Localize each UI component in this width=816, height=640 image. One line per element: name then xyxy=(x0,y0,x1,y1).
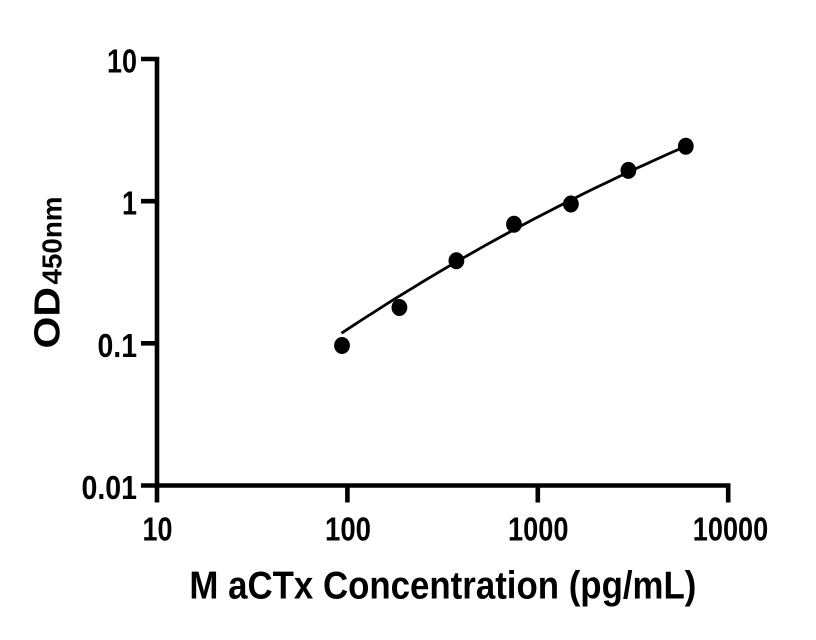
svg-text:OD: OD xyxy=(27,287,68,349)
svg-text:0.1: 0.1 xyxy=(98,327,138,364)
svg-text:0.01: 0.01 xyxy=(82,469,138,506)
svg-text:450nm: 450nm xyxy=(37,197,68,285)
svg-text:10: 10 xyxy=(107,43,137,80)
svg-text:1000: 1000 xyxy=(508,511,569,548)
svg-text:10000: 10000 xyxy=(693,511,769,548)
svg-text:100: 100 xyxy=(325,511,371,548)
svg-text:M aCTx Concentration (pg/mL): M aCTx Concentration (pg/mL) xyxy=(189,564,696,607)
svg-text:10: 10 xyxy=(143,511,173,548)
svg-text:1: 1 xyxy=(122,185,137,222)
